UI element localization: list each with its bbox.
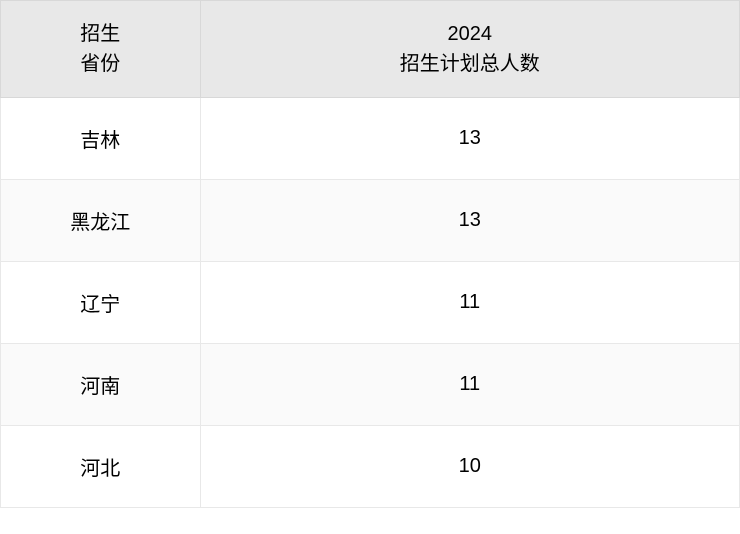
cell-count: 11: [200, 262, 739, 344]
cell-count: 13: [200, 180, 739, 262]
cell-province: 河南: [1, 344, 201, 426]
enrollment-table: 招生 省份 2024 招生计划总人数 吉林 13 黑龙江 13 辽宁 11 河南…: [0, 0, 740, 508]
cell-province: 黑龙江: [1, 180, 201, 262]
cell-province: 吉林: [1, 98, 201, 180]
table-row: 黑龙江 13: [1, 180, 740, 262]
header-count-line2: 招生计划总人数: [400, 53, 540, 75]
header-province-line2: 省份: [80, 53, 120, 75]
header-count: 2024 招生计划总人数: [200, 1, 739, 98]
table-row: 吉林 13: [1, 98, 740, 180]
cell-count: 11: [200, 344, 739, 426]
table-row: 辽宁 11: [1, 262, 740, 344]
cell-province: 河北: [1, 426, 201, 508]
table-row: 河南 11: [1, 344, 740, 426]
table-body: 吉林 13 黑龙江 13 辽宁 11 河南 11 河北 10: [1, 98, 740, 508]
table-header-row: 招生 省份 2024 招生计划总人数: [1, 1, 740, 98]
cell-province: 辽宁: [1, 262, 201, 344]
cell-count: 10: [200, 426, 739, 508]
header-count-line1: 2024: [448, 23, 493, 45]
table-row: 河北 10: [1, 426, 740, 508]
cell-count: 13: [200, 98, 739, 180]
header-province: 招生 省份: [1, 1, 201, 98]
header-province-line1: 招生: [80, 23, 120, 45]
